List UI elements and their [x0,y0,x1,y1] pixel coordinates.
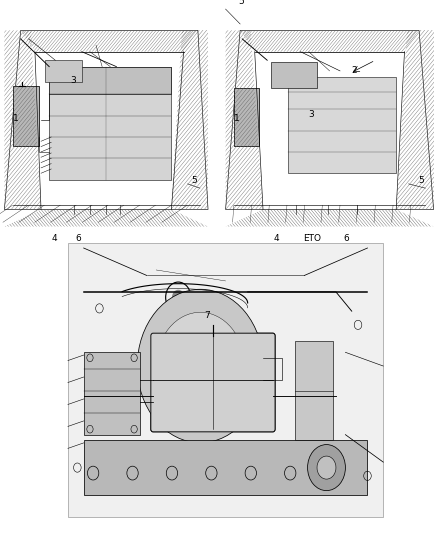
Text: 1: 1 [234,115,240,123]
Bar [13,86,39,146]
Circle shape [307,445,346,490]
Text: 5: 5 [418,176,424,185]
FancyBboxPatch shape [151,333,275,432]
Circle shape [137,289,263,443]
Bar [234,88,259,146]
Circle shape [210,322,215,328]
Text: 5: 5 [191,176,197,185]
Bar [49,67,171,94]
Polygon shape [21,30,198,52]
Polygon shape [49,67,171,180]
Bar [271,62,317,88]
Polygon shape [4,209,208,227]
Text: 5: 5 [238,0,244,6]
Polygon shape [4,30,208,209]
Polygon shape [226,30,263,209]
Text: 6: 6 [343,234,349,243]
Circle shape [156,312,244,420]
Text: 3: 3 [71,76,77,85]
Text: 6: 6 [76,234,81,243]
Text: 7: 7 [204,311,209,320]
Bar [288,77,396,173]
Polygon shape [4,30,41,209]
Polygon shape [226,209,434,227]
Polygon shape [396,30,434,209]
Bar [84,440,367,495]
Text: 3: 3 [308,110,314,119]
Bar [84,352,141,435]
Polygon shape [240,30,419,52]
Polygon shape [226,30,434,209]
Bar [295,341,333,440]
Text: 2: 2 [352,67,357,75]
Polygon shape [171,30,208,209]
Text: 4: 4 [274,234,279,243]
Bar [45,60,82,82]
Text: 1: 1 [13,115,18,123]
Text: ETO: ETO [303,234,321,243]
Circle shape [172,290,184,305]
Text: 4: 4 [52,234,57,243]
Bar [68,243,383,517]
Circle shape [317,456,336,479]
FancyBboxPatch shape [151,333,275,432]
